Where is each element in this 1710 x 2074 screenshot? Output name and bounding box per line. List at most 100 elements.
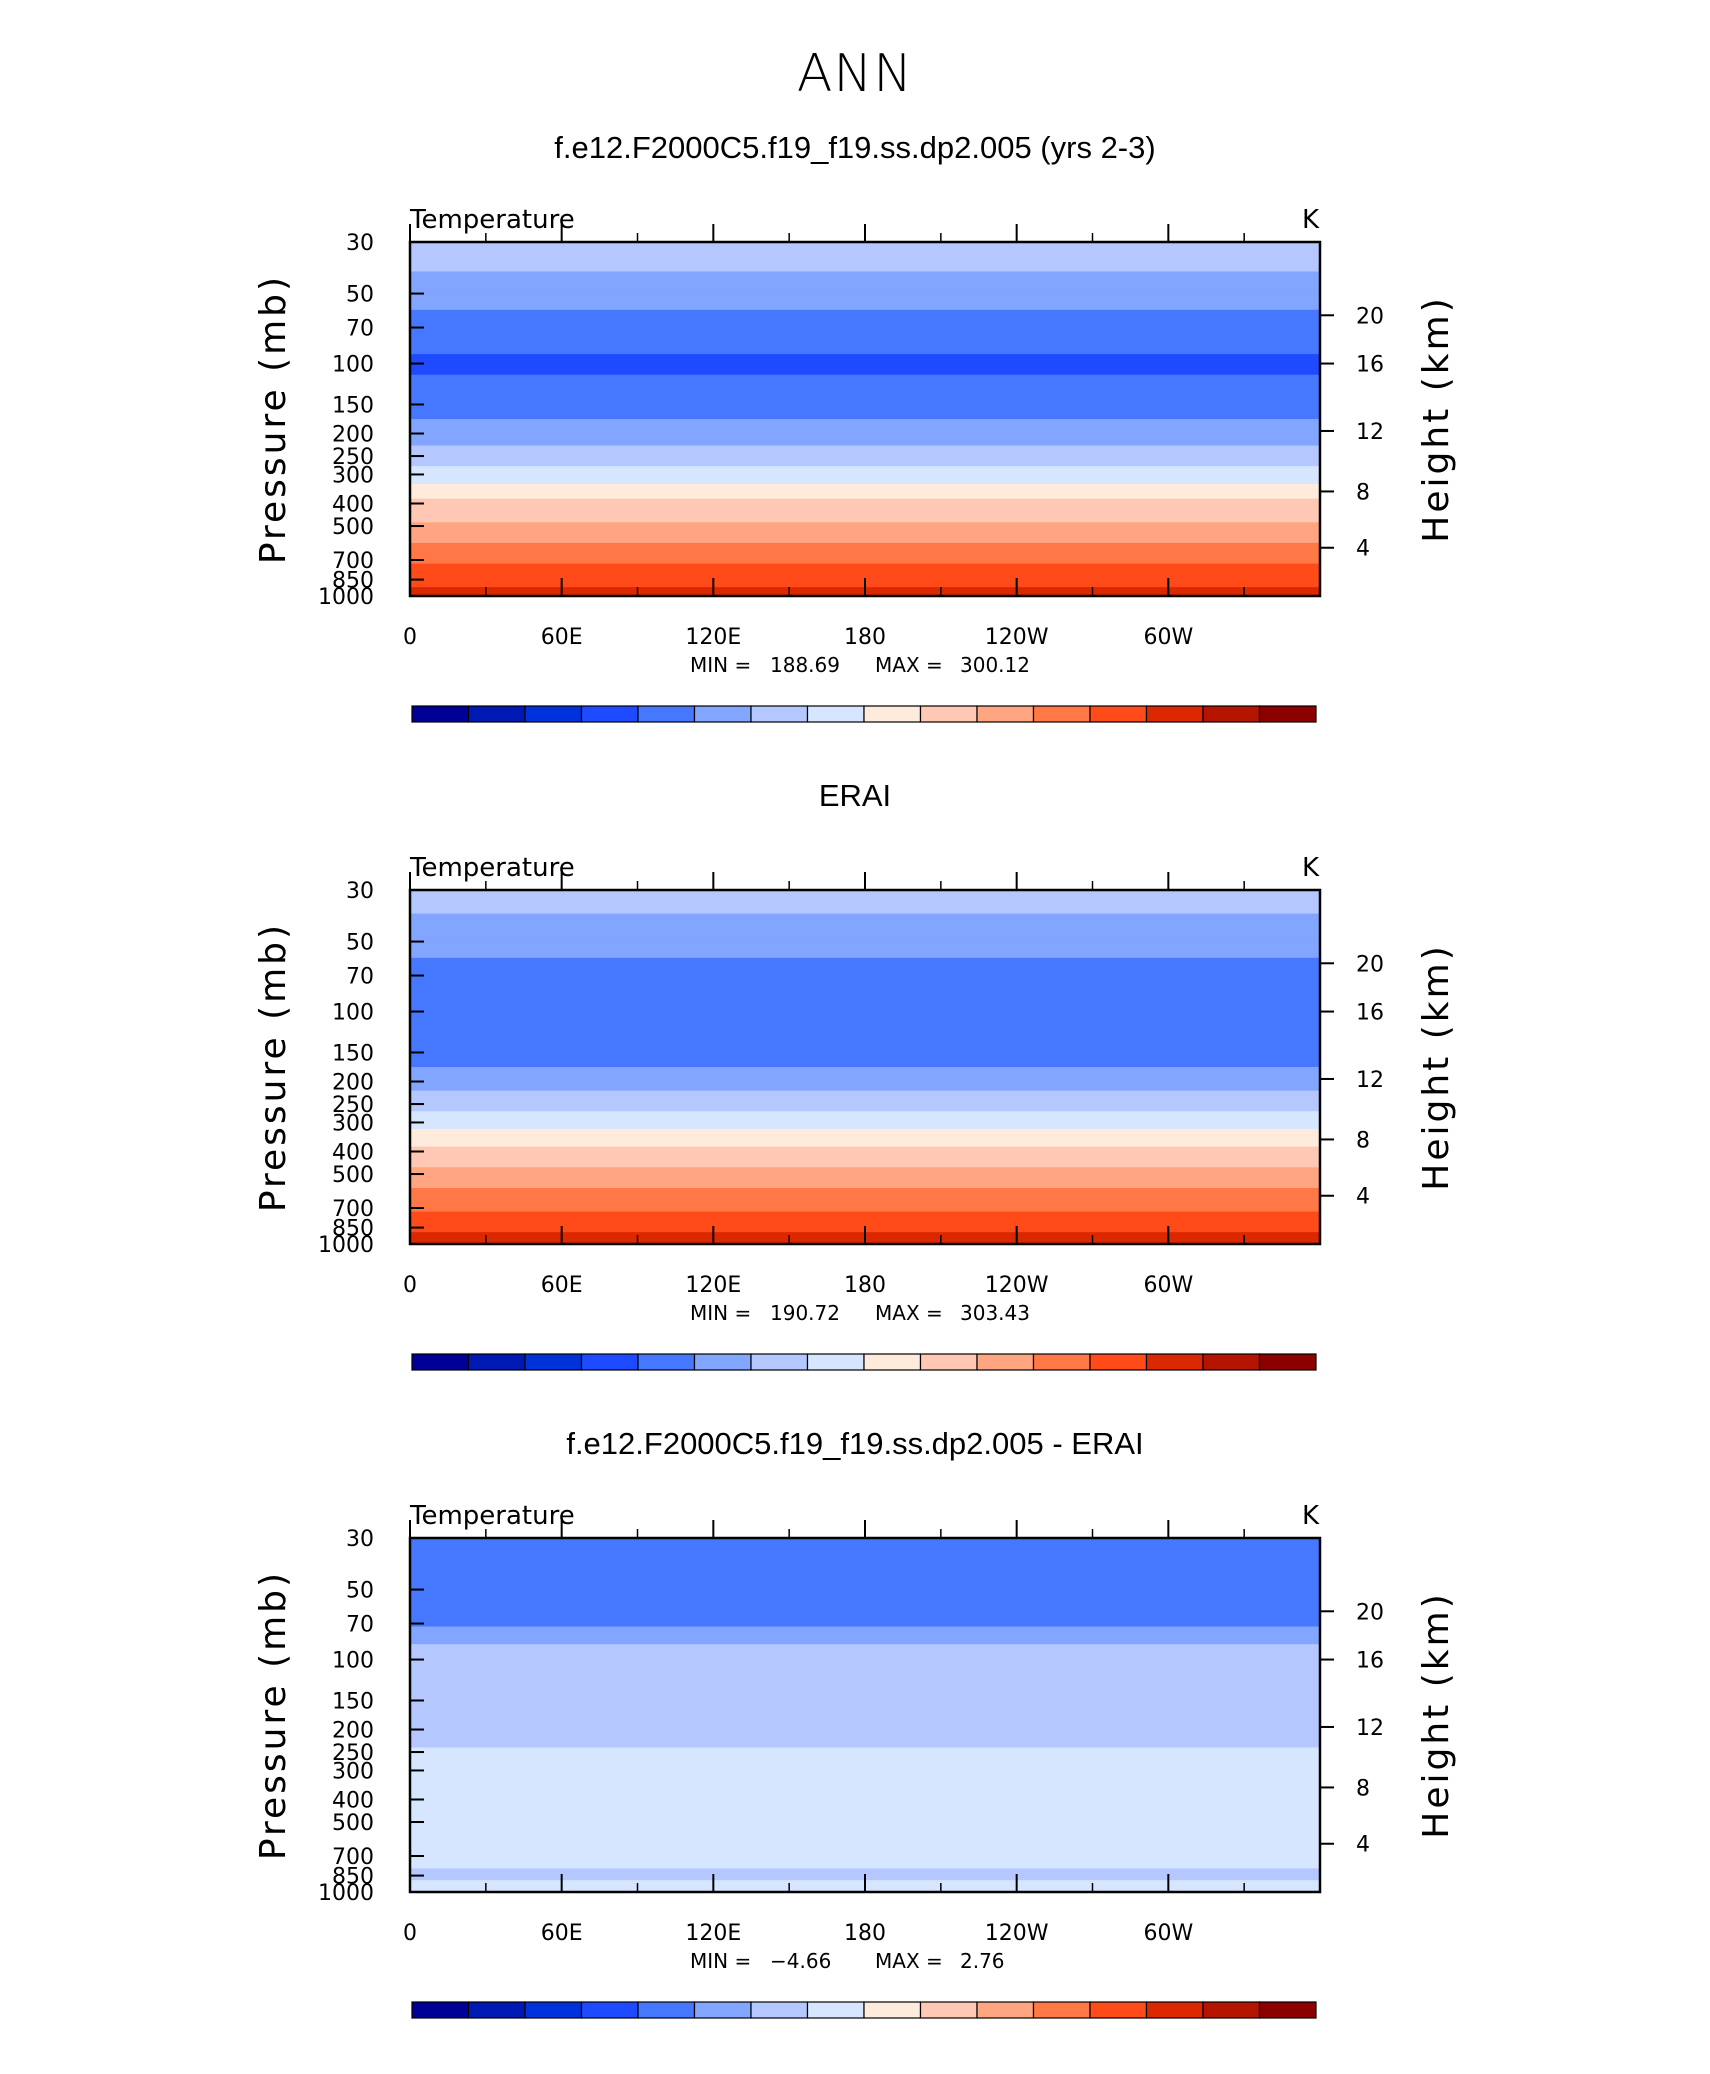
contour-band (410, 907, 1320, 912)
max-value: 2.76 (960, 1949, 1005, 1973)
y-axis-label: Pressure (mb) (253, 1570, 294, 1860)
contour-band (410, 545, 1320, 550)
height-tick-label: 20 (1356, 1600, 1384, 1625)
panel-2-title: ERAI (818, 778, 892, 813)
lon-tick-label: 180 (844, 625, 886, 650)
contour-band (410, 460, 1320, 464)
contour-band (410, 1055, 1320, 1059)
contour-band (410, 1862, 1320, 1867)
contour-band (410, 534, 1320, 538)
colorbar-label: −9 (452, 2029, 484, 2031)
contour-band (410, 1623, 1320, 1628)
contour-band (410, 362, 1320, 367)
lon-tick-label: 120W (985, 1921, 1049, 1946)
contour-band (410, 1868, 1320, 1872)
colorbar-swatch (580, 705, 639, 723)
contour-band (410, 901, 1320, 906)
contour-band (410, 954, 1320, 959)
pressure-tick-label: 300 (332, 1111, 374, 1136)
contour-band (410, 1712, 1320, 1716)
contour-band (410, 913, 1320, 918)
lon-tick-label: 180 (844, 1921, 886, 1946)
colorbar-label: 300 (1239, 1381, 1281, 1383)
contour-band (410, 383, 1320, 388)
contour-band (410, 1667, 1320, 1672)
contour-band (410, 981, 1320, 985)
contour-band (410, 975, 1320, 980)
colorbar-label: −2 (735, 2029, 767, 2031)
contour-band (410, 389, 1320, 394)
pressure-tick-label: 100 (332, 1001, 374, 1026)
colorbar-swatch (1258, 2001, 1317, 2019)
contour-band (410, 1114, 1320, 1118)
colorbar-swatch (524, 705, 583, 723)
contour-band (410, 1155, 1320, 1160)
contour-band (410, 442, 1320, 447)
panel-1-plot: Temperature K3050701001502002503004005007… (253, 205, 1457, 735)
contour-band (410, 539, 1320, 544)
contour-band (410, 1540, 1320, 1545)
contour-band (410, 1010, 1320, 1015)
colorbar-swatch (863, 1353, 922, 1371)
contour-band (410, 525, 1320, 529)
contour-band (410, 448, 1320, 453)
contour-band (410, 283, 1320, 287)
contour-band (410, 333, 1320, 337)
contour-band (410, 1214, 1320, 1219)
contour-band (410, 1087, 1320, 1092)
contour-band (410, 1715, 1320, 1719)
contour-band (410, 1031, 1320, 1036)
contour-band (410, 1061, 1320, 1065)
pressure-tick-label: 400 (332, 492, 374, 517)
contour-band (410, 1694, 1320, 1698)
colorbar-swatch (1089, 1353, 1148, 1371)
contour-band (410, 890, 1320, 894)
max-value: 300.12 (960, 653, 1030, 677)
contour-band (410, 1199, 1320, 1204)
max-value: 303.43 (960, 1301, 1030, 1325)
colorbar-swatch (976, 705, 1035, 723)
colorbar-swatch (1145, 1353, 1204, 1371)
height-tick-label: 16 (1356, 1001, 1384, 1026)
contour-band (410, 1117, 1320, 1121)
contour-band (410, 407, 1320, 411)
contour-band (410, 1573, 1320, 1577)
contour-band (410, 424, 1320, 429)
contour-band (410, 1185, 1320, 1189)
contour-band (410, 1738, 1320, 1743)
contour-band (410, 1723, 1320, 1728)
height-tick-label: 4 (1356, 1185, 1370, 1210)
contour-band (410, 1108, 1320, 1112)
contour-band (410, 309, 1320, 314)
colorbar-swatch (1145, 2001, 1204, 2019)
colorbar-label: −5 (565, 2029, 597, 2031)
contour-band (410, 433, 1320, 438)
contour-band (410, 1762, 1320, 1766)
contour-band (410, 1638, 1320, 1642)
colorbar-swatch (863, 705, 922, 723)
contour-band (410, 1641, 1320, 1645)
contour-band (410, 1747, 1320, 1751)
contour-band (410, 940, 1320, 944)
pressure-tick-label: 250 (332, 1093, 374, 1118)
contour-band (410, 439, 1320, 444)
contour-band (410, 1140, 1320, 1145)
contour-band (410, 993, 1320, 997)
contour-band (410, 1753, 1320, 1757)
contour-band (410, 1771, 1320, 1775)
panel-2-plot: Temperature K3050701001502002503004005007… (253, 853, 1457, 1383)
contour-band (410, 1794, 1320, 1799)
pressure-tick-label: 70 (346, 1613, 374, 1638)
contour-band (410, 1835, 1320, 1840)
colorbar-label: 1 (914, 2029, 928, 2031)
contour-band (410, 951, 1320, 956)
contour-band (410, 1821, 1320, 1825)
contour-band (410, 922, 1320, 926)
contour-band (410, 1626, 1320, 1631)
colorbar-swatch (1032, 1353, 1091, 1371)
contour-band (410, 413, 1320, 417)
contour-band (410, 1067, 1320, 1071)
colorbar-swatch (467, 2001, 526, 2019)
contour-band (410, 1022, 1320, 1027)
contour-band (410, 256, 1320, 261)
